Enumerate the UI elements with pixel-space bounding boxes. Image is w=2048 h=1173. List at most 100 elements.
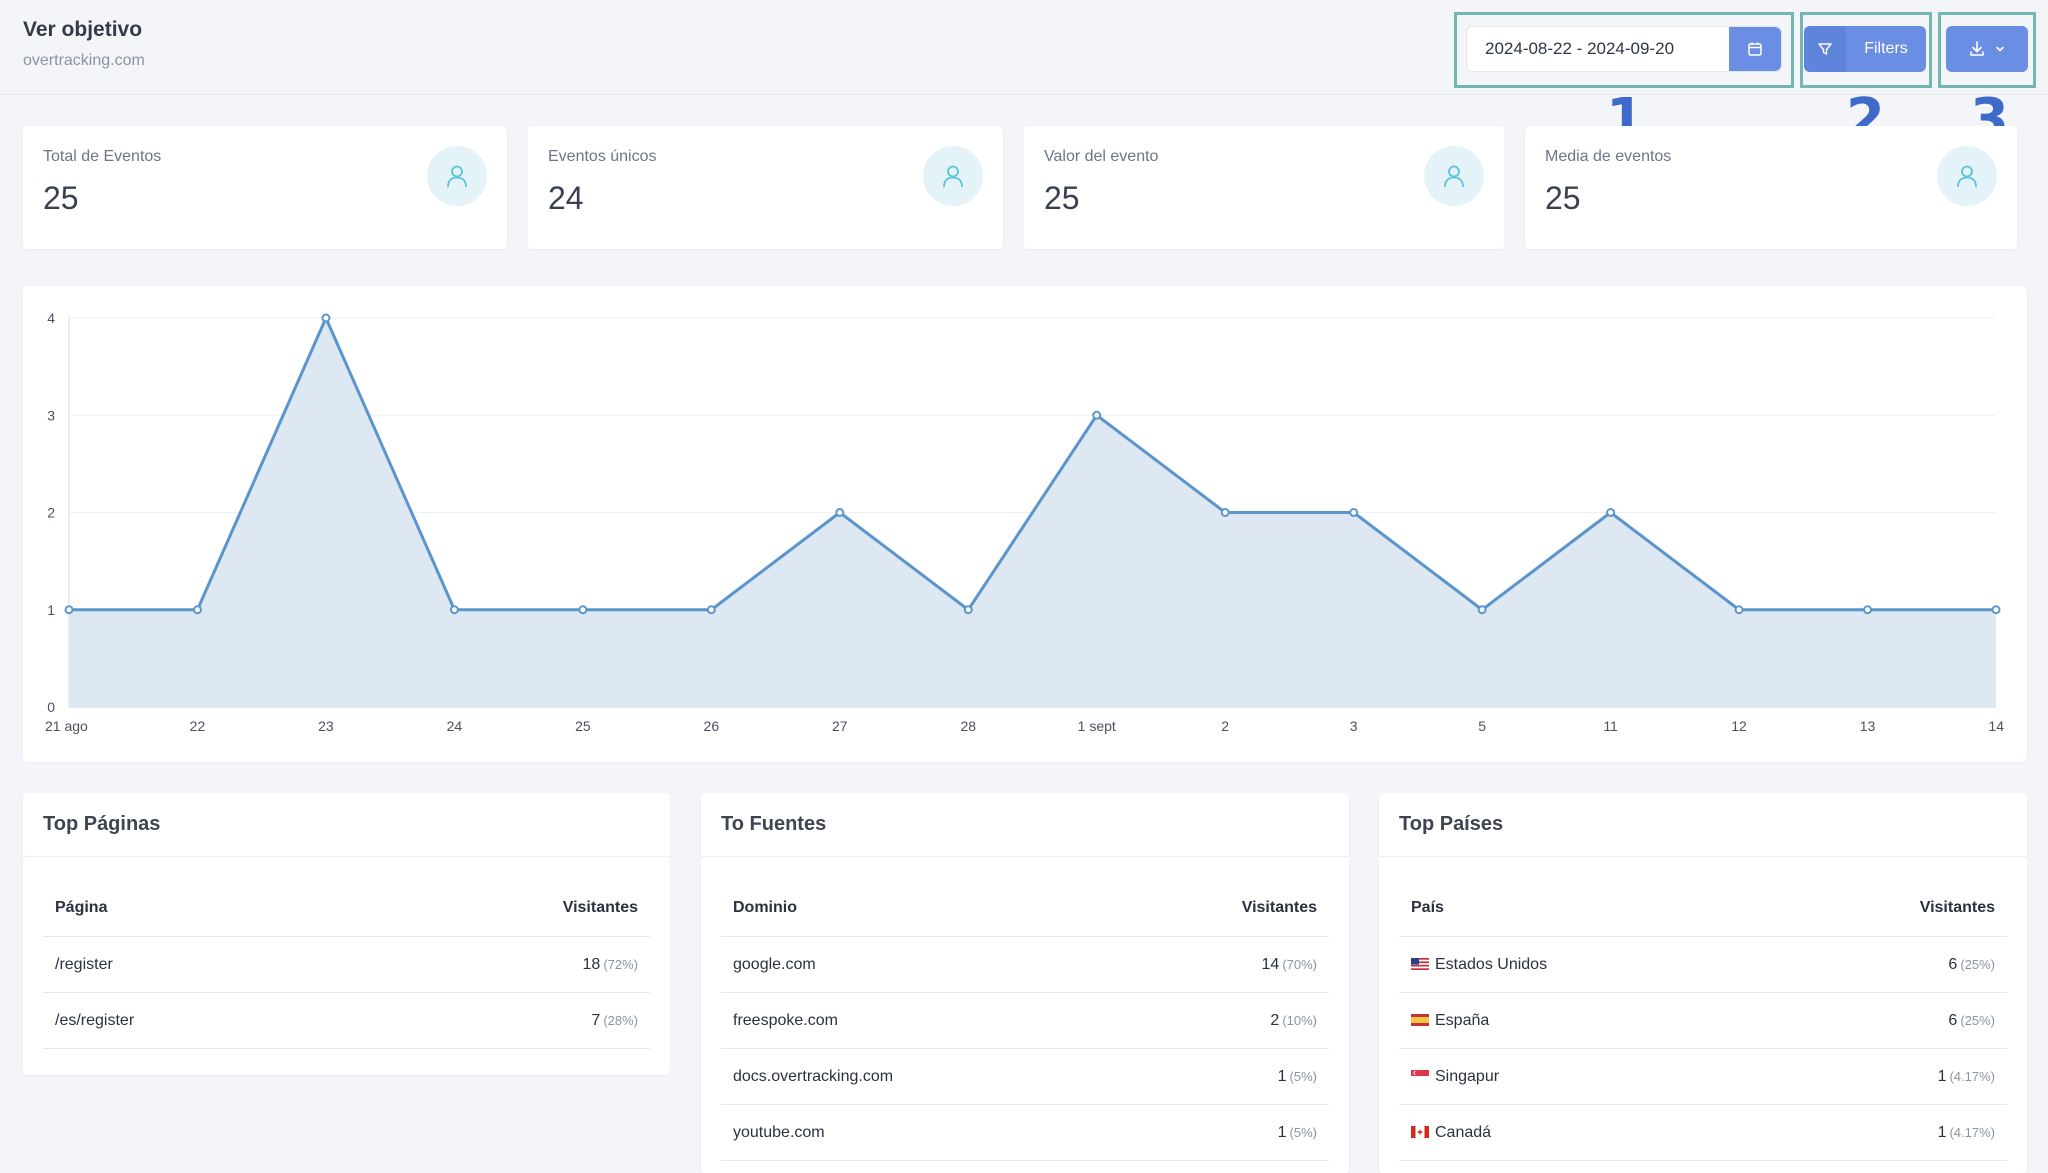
table-row: docs.overtracking.com 1 (5%) [721, 1048, 1329, 1105]
visitor-count-cell: 7 (28%) [352, 992, 650, 1049]
visitor-count-cell: 6 (25%) [1774, 992, 2007, 1049]
stat-card-unique-events: Eventos únicos 24 [528, 126, 1003, 249]
filters-button[interactable]: Filters [1804, 26, 1926, 72]
us-flag-icon [1411, 958, 1429, 971]
data-point [192, 605, 202, 615]
export-button[interactable] [1946, 26, 2028, 72]
x-tick-label: 12 [1731, 718, 1747, 734]
user-icon [1937, 146, 1997, 206]
data-point [578, 605, 588, 615]
column-header: Página [43, 880, 353, 937]
stat-value: 25 [1545, 180, 1581, 216]
visitor-percent: (72%) [603, 956, 638, 972]
y-tick-label: 1 [47, 602, 55, 618]
table-row: freespoke.com 2 (10%) [721, 992, 1329, 1049]
data-point [963, 605, 973, 615]
stat-value: 25 [1044, 180, 1080, 216]
top-sources-card: To Fuentes Dominio Visitantes google.com… [701, 793, 1349, 1173]
top-pages-title: Top Páginas [43, 813, 161, 835]
data-point [1477, 605, 1487, 615]
data-point [449, 605, 459, 615]
visitor-count: 1 [1937, 1067, 1947, 1085]
calendar-icon [1748, 42, 1762, 56]
visitor-count: 1 [1277, 1067, 1287, 1085]
visitor-count-cell: 1 (4.17%) [1774, 1048, 2007, 1105]
sg-flag-icon [1411, 1070, 1429, 1083]
stat-card-average-events: Media de eventos 25 [1525, 126, 2017, 249]
card-divider [23, 856, 670, 857]
x-tick-label: 22 [190, 718, 206, 734]
table-row: google.com 14 (70%) [721, 936, 1329, 993]
visitor-count: 1 [1937, 1123, 1947, 1141]
x-tick-label: 5 [1478, 718, 1486, 734]
visitor-percent: (25%) [1960, 1012, 1995, 1028]
x-tick-label: 26 [704, 718, 720, 734]
x-tick-label: 28 [960, 718, 976, 734]
page-path: /es/register [43, 992, 353, 1049]
visitor-count: 6 [1948, 1011, 1958, 1029]
top-countries-table: País Visitantes Estados Unidos 6 (25%) [1399, 880, 2007, 1161]
highlight-box-date [1454, 12, 1794, 88]
stat-value: 25 [43, 180, 79, 216]
ca-flag-icon [1411, 1126, 1429, 1139]
stat-card-total-events: Total de Eventos 25 [23, 126, 507, 249]
x-tick-label: 11 [1603, 718, 1618, 734]
data-point [1349, 508, 1359, 517]
country-name: Singapur [1435, 1067, 1500, 1085]
country-cell: Canadá [1399, 1104, 1775, 1161]
top-pages-table: Página Visitantes /register 18 (72%) /es/… [43, 880, 650, 1049]
date-range-input[interactable]: 2024-08-22 - 2024-09-20 [1485, 39, 1675, 58]
visitor-count: 14 [1261, 955, 1280, 973]
visitor-count-cell: 1 (5%) [1115, 1104, 1329, 1161]
column-header: Visitantes [1774, 880, 2007, 937]
stat-label: Total de Eventos [43, 148, 162, 165]
source-domain: freespoke.com [721, 992, 1116, 1049]
x-tick-label: 13 [1860, 718, 1876, 734]
data-point [1734, 605, 1744, 615]
table-row: España 6 (25%) [1399, 992, 2007, 1049]
date-range-picker[interactable]: 2024-08-22 - 2024-09-20 [1466, 26, 1782, 72]
events-chart-card: 0 1 2 3 4 21 ago 22 23 24 25 26 27 28 1 sept 2 3 5 11 12 13… [23, 286, 2027, 762]
y-tick-label: 4 [47, 310, 55, 326]
user-icon [923, 146, 983, 206]
visitor-percent: (28%) [603, 1012, 638, 1028]
data-point [835, 508, 845, 517]
column-header: Visitantes [1115, 880, 1329, 937]
visitor-count: 6 [1948, 955, 1958, 973]
x-tick-label: 21 ago [45, 718, 88, 734]
top-sources-table: Dominio Visitantes google.com 14 (70%) fr… [721, 880, 1329, 1161]
source-domain: docs.overtracking.com [721, 1048, 1116, 1105]
chevron-down-icon [1996, 46, 2004, 52]
top-countries-title: Top Países [1399, 813, 1504, 835]
column-header: Dominio [721, 880, 1116, 937]
country-cell: Estados Unidos [1399, 936, 1775, 993]
visitor-percent: (5%) [1289, 1124, 1317, 1140]
visitor-percent: (70%) [1282, 956, 1317, 972]
header-divider [0, 94, 2048, 95]
x-tick-label: 27 [832, 718, 848, 734]
visitor-count-cell: 2 (10%) [1115, 992, 1329, 1049]
user-icon [427, 146, 487, 206]
table-row: Singapur 1 (4.17%) [1399, 1048, 2007, 1105]
calendar-button[interactable] [1729, 27, 1781, 71]
data-point [1863, 605, 1873, 615]
filter-icon [1804, 26, 1846, 72]
visitor-percent: (4.17%) [1949, 1068, 1995, 1084]
data-point [1606, 508, 1616, 517]
user-icon [1424, 146, 1484, 206]
card-divider [701, 856, 1349, 857]
top-countries-card: Top Países País Visitantes Estados Unido… [1379, 793, 2027, 1173]
data-point [64, 605, 74, 615]
data-point [1092, 410, 1102, 420]
visitor-count: 2 [1270, 1011, 1280, 1029]
filters-label: Filters [1864, 40, 1908, 57]
country-name: Estados Unidos [1435, 955, 1548, 973]
source-domain: google.com [721, 936, 1116, 993]
data-point [706, 605, 716, 615]
x-tick-label: 1 sept [1078, 718, 1116, 734]
download-icon [1970, 41, 1984, 56]
stat-card-event-value: Valor del evento 25 [1024, 126, 1504, 249]
x-tick-label: 23 [318, 718, 334, 734]
visitor-percent: (4.17%) [1949, 1124, 1995, 1140]
